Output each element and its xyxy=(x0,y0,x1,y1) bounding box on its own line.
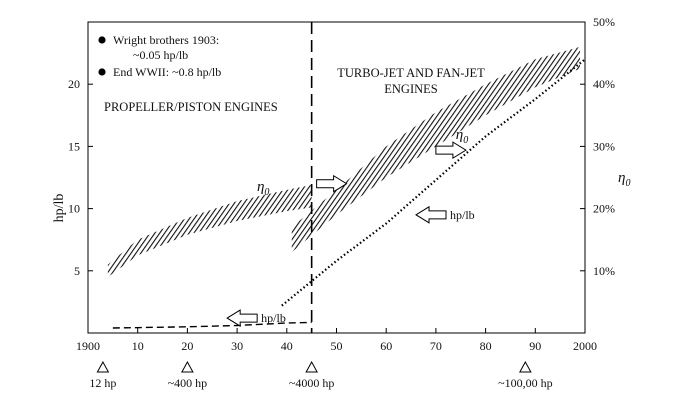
right-y-tick-label: 30% xyxy=(593,139,615,153)
legend-note-1-line2: ~0.05 hp/lb xyxy=(133,48,188,62)
region-label-turbojet-line2: ENGINES xyxy=(384,82,438,96)
piston-hp-per-lb-line xyxy=(112,321,312,329)
right-y-tick-label: 50% xyxy=(593,15,615,29)
right-y-tick-label: 20% xyxy=(593,202,615,216)
bullet-icon xyxy=(98,36,106,44)
milestone-triangle-icon xyxy=(96,360,110,373)
x-tick-label: 1900 xyxy=(76,339,100,353)
x-tick-label: 30 xyxy=(231,339,243,353)
milestone-triangle-icon xyxy=(305,360,318,373)
x-tick-label: 80 xyxy=(480,339,492,353)
right-arrow-icon xyxy=(316,174,348,193)
x-tick-label: 50 xyxy=(331,339,343,353)
legend-note-1-line1: Wright brothers 1903: xyxy=(113,33,219,47)
efficiency-annotation: η0 xyxy=(456,127,468,146)
milestone-label: ~400 hp xyxy=(168,376,208,390)
x-tick-label: 40 xyxy=(281,339,293,353)
annotations: hp/lb hp/lb η0 η0 xyxy=(226,127,475,327)
milestone-label: ~100,00 hp xyxy=(498,376,553,390)
milestones: 12 hp ~400 hp ~4000 hp ~100,00 hp xyxy=(89,360,553,390)
bullet-icon xyxy=(98,68,106,76)
x-tick-label: 70 xyxy=(430,339,442,353)
x-tick-label: 2000 xyxy=(573,339,597,353)
x-tick-label: 60 xyxy=(380,339,392,353)
left-axis-title: hp/lb xyxy=(52,194,67,223)
right-y-tick-label: 10% xyxy=(593,264,615,278)
milestone-triangle-icon xyxy=(181,360,194,373)
milestone-triangle-icon xyxy=(519,360,532,373)
left-y-axis: 5 10 15 20 xyxy=(68,77,93,278)
left-y-tick-label: 15 xyxy=(68,139,80,153)
left-y-tick-label: 5 xyxy=(74,264,80,278)
hp-per-lb-annotation: hp/lb xyxy=(261,311,286,325)
x-axis: 1900 10 20 30 40 50 60 70 80 90 2000 xyxy=(76,328,597,353)
right-axis-title: η0 xyxy=(618,170,630,189)
x-tick-label: 20 xyxy=(181,339,193,353)
legend-notes: Wright brothers 1903: ~0.05 hp/lb End WW… xyxy=(98,33,221,79)
hp-per-lb-annotation: hp/lb xyxy=(450,208,475,222)
x-tick-label: 10 xyxy=(132,339,144,353)
right-arrow-icon xyxy=(435,141,467,160)
region-label-propeller: PROPELLER/PISTON ENGINES xyxy=(104,100,278,114)
x-tick-label: 90 xyxy=(529,339,541,353)
efficiency-band-2 xyxy=(291,46,581,253)
efficiency-band-1 xyxy=(107,185,312,277)
left-arrow-icon xyxy=(415,205,447,224)
efficiency-annotation: η0 xyxy=(257,179,269,198)
region-label-turbojet-line1: TURBO-JET AND FAN-JET xyxy=(337,66,485,80)
milestone-label: ~4000 hp xyxy=(289,376,335,390)
series-layer xyxy=(107,46,586,329)
right-y-axis: 10% 20% 30% 40% 50% xyxy=(580,15,615,278)
milestone-label: 12 hp xyxy=(89,376,116,390)
legend-note-2: End WWII: ~0.8 hp/lb xyxy=(113,65,221,79)
left-y-tick-label: 10 xyxy=(68,202,80,216)
right-y-tick-label: 40% xyxy=(593,77,615,91)
left-y-tick-label: 20 xyxy=(68,77,80,91)
left-arrow-icon xyxy=(226,309,258,327)
